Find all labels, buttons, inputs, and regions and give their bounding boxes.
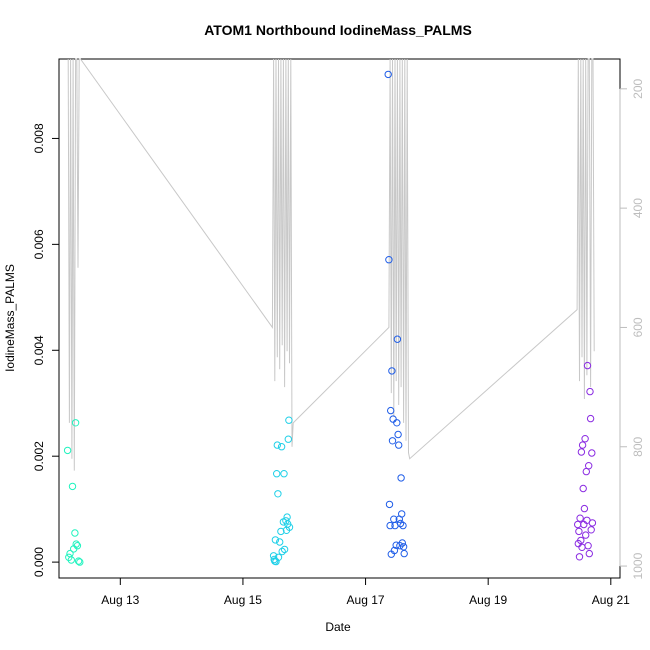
data-point-48 [393, 419, 401, 427]
data-point-18 [273, 441, 281, 449]
data-point-9 [73, 542, 82, 550]
data-point-19 [274, 490, 282, 498]
data-point-20 [274, 553, 283, 561]
data-point-60 [400, 549, 408, 558]
data-point-24 [278, 547, 286, 556]
altitude-trace-group [67, 58, 595, 471]
data-point-74 [582, 531, 590, 539]
data-point-30 [283, 513, 291, 521]
data-point-4 [68, 482, 77, 491]
data-point-72 [580, 504, 589, 513]
data-point-10 [74, 557, 83, 565]
data-point-67 [577, 448, 586, 456]
y-tick-label-1: 0.002 [32, 441, 46, 471]
data-point-73 [581, 435, 589, 443]
data-point-17 [273, 470, 281, 478]
data-point-11 [76, 558, 84, 566]
data-point-83 [587, 526, 595, 534]
data-point-85 [588, 519, 597, 527]
x-tick-label-2: Aug 17 [347, 593, 385, 607]
right-axis: 200 400 600 800 1000 [619, 78, 645, 579]
y-tick-label-0: 0.000 [32, 547, 46, 577]
y-tick-label-4: 0.008 [32, 123, 46, 153]
data-point-84 [588, 449, 596, 457]
y-tick-label-3: 0.006 [32, 229, 46, 259]
data-point-81 [586, 387, 594, 396]
data-point-21 [276, 538, 284, 546]
data-point-77 [583, 361, 592, 370]
data-point-69 [578, 441, 587, 449]
data-point-59 [399, 543, 408, 551]
data-point-54 [396, 519, 405, 528]
plot-frame [58, 58, 621, 579]
data-point-43 [389, 415, 397, 423]
data-point-79 [585, 462, 593, 470]
data-point-8 [72, 540, 80, 548]
x-tick-label-0: Aug 13 [101, 593, 139, 607]
data-point-32 [284, 435, 292, 443]
data-point-27 [280, 545, 289, 554]
chart-title: ATOM1 Northbound IodineMass_PALMS [204, 22, 472, 38]
data-point-63 [575, 527, 583, 536]
data-point-45 [390, 546, 399, 555]
data-point-82 [586, 414, 595, 423]
data-point-70 [579, 484, 587, 493]
data-point-16 [272, 557, 280, 566]
y-tick-label-2: 0.004 [32, 335, 46, 365]
x-tick-label-1: Aug 15 [224, 593, 262, 607]
data-point-42 [388, 437, 397, 445]
data-point-6 [71, 529, 79, 537]
x-tick-label-4: Aug 21 [592, 593, 630, 607]
right-tick-label-1: 400 [631, 198, 645, 218]
x-axis: Aug 13 Aug 15 Aug 17 Aug 19 Aug 21 [101, 578, 630, 607]
data-point-22 [277, 527, 285, 536]
data-point-57 [398, 539, 406, 547]
x-axis-label: Date [325, 620, 351, 634]
data-point-50 [394, 430, 402, 439]
right-tick-label-2: 600 [631, 317, 645, 337]
altitude-trace-line [67, 58, 595, 471]
data-point-26 [280, 470, 288, 478]
data-point-41 [388, 367, 396, 375]
data-point-55 [397, 474, 405, 482]
data-point-56 [398, 510, 406, 518]
data-point-65 [576, 514, 584, 522]
data-point-58 [399, 521, 407, 530]
right-tick-label-3: 800 [631, 436, 645, 456]
data-point-64 [575, 553, 584, 561]
data-point-0 [63, 446, 72, 455]
data-point-23 [277, 443, 286, 451]
data-point-35 [384, 70, 392, 79]
data-point-49 [393, 335, 402, 343]
data-point-3 [67, 556, 76, 564]
right-tick-label-0: 200 [631, 78, 645, 98]
data-point-33 [285, 416, 293, 424]
data-point-61 [574, 520, 582, 529]
y-axis: 0.000 0.002 0.004 0.006 0.008 [32, 123, 59, 577]
data-point-80 [585, 549, 593, 558]
data-point-66 [577, 536, 585, 545]
data-point-68 [578, 543, 586, 551]
data-point-78 [584, 542, 592, 550]
data-point-15 [271, 536, 280, 544]
data-point-38 [386, 521, 394, 530]
data-point-7 [71, 419, 80, 427]
data-point-34 [285, 523, 294, 531]
y-axis-label: IodineMass_PALMS [3, 264, 17, 372]
right-tick-label-4: 1000 [631, 552, 645, 579]
data-point-39 [387, 406, 395, 415]
x-tick-label-3: Aug 19 [469, 593, 507, 607]
data-points-group [63, 70, 597, 566]
data-point-36 [385, 256, 393, 264]
data-point-51 [395, 441, 403, 449]
data-point-37 [385, 500, 394, 509]
